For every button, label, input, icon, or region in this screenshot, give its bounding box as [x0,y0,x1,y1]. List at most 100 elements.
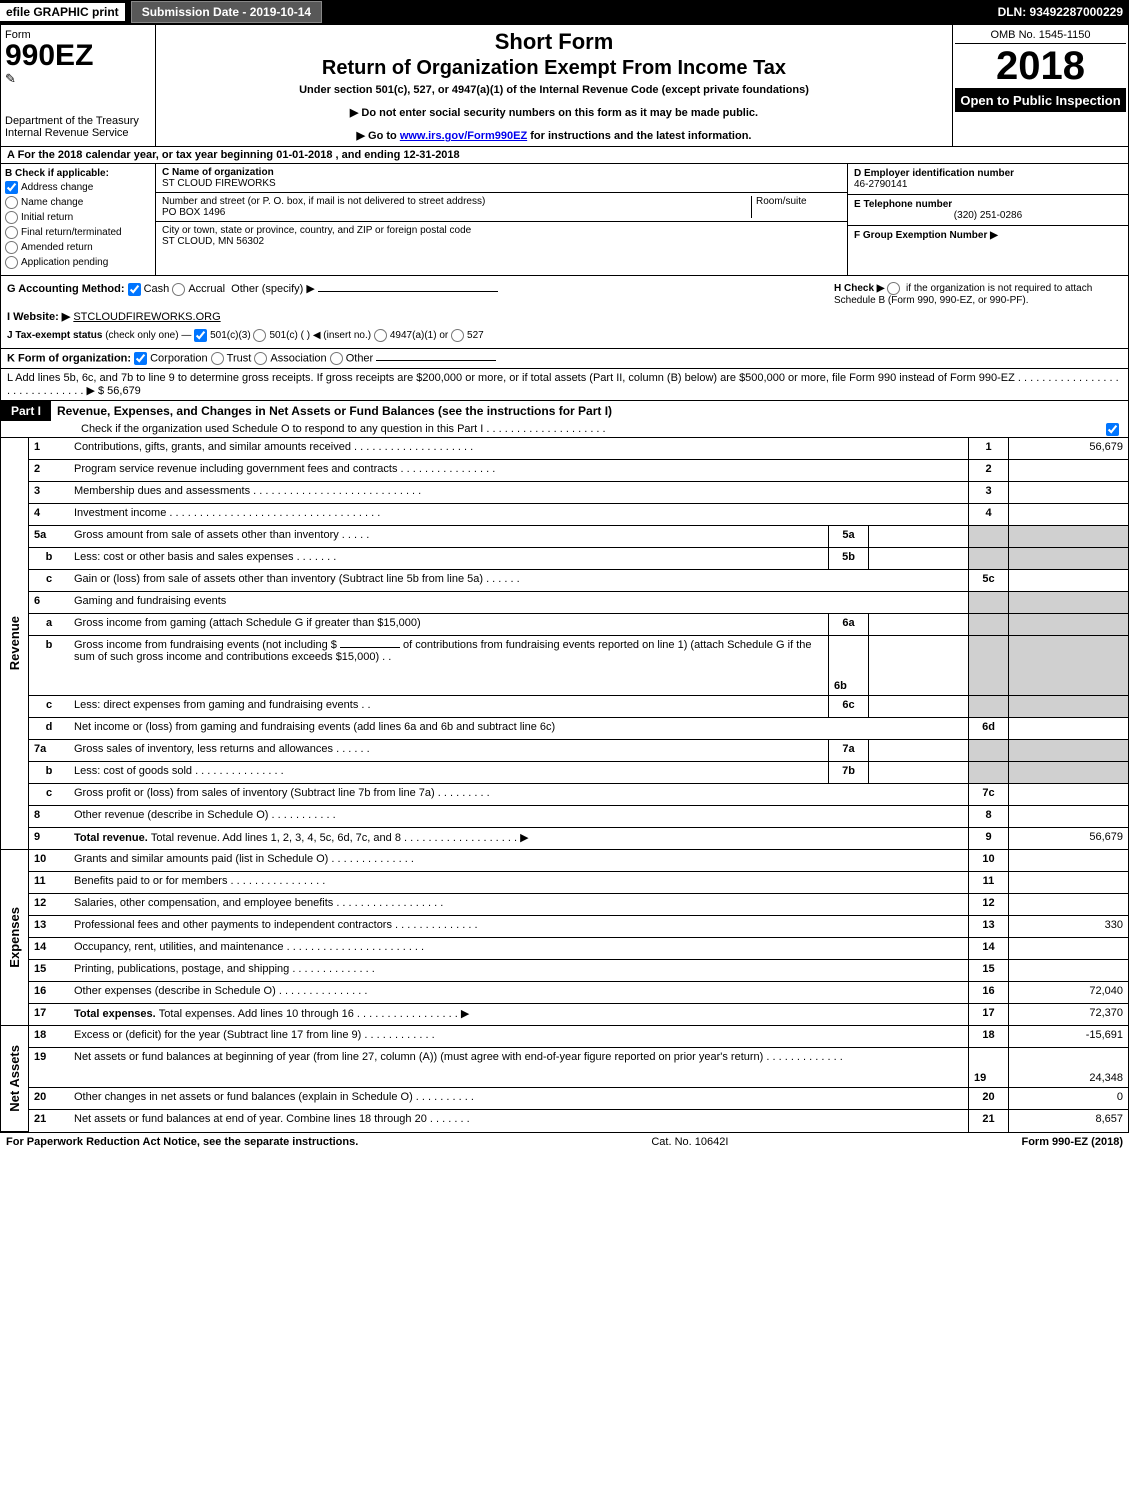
line-14-desc: Occupancy, rent, utilities, and maintena… [69,938,968,959]
line-2-val [1008,460,1128,481]
period-label: A For the 2018 calendar year, or tax yea… [7,149,276,161]
line-4-val [1008,504,1128,525]
side-net-assets: Net Assets [7,1045,22,1112]
line-21-desc: Net assets or fund balances at end of ye… [69,1110,968,1132]
cb-cash[interactable] [128,283,141,296]
cb-name-change[interactable] [5,196,18,209]
box-c: C Name of organization ST CLOUD FIREWORK… [156,164,848,275]
footer-left: For Paperwork Reduction Act Notice, see … [6,1136,358,1148]
cb-schedule-b[interactable] [887,282,900,295]
form-subtitle: Under section 501(c), 527, or 4947(a)(1)… [164,84,944,96]
tax-status-label: J Tax-exempt status [7,330,102,341]
line-7a-desc: Gross sales of inventory, less returns a… [69,740,828,761]
lbl-other-org: Other [346,352,374,364]
cb-initial-return[interactable] [5,211,18,224]
line-6c-sn: 6c [828,696,868,717]
form-header: Form 990EZ ✎ Department of the Treasury … [1,25,1128,147]
line-13-desc: Professional fees and other payments to … [69,916,968,937]
line-11-desc: Benefits paid to or for members . . . . … [69,872,968,893]
street-value: PO BOX 1496 [162,207,225,218]
cb-trust[interactable] [211,352,224,365]
line-7b-desc: Less: cost of goods sold . . . . . . . .… [69,762,828,783]
line-9-val: 56,679 [1008,828,1128,849]
goto-post: for instructions and the latest informat… [527,130,751,142]
city-label: City or town, state or province, country… [162,225,471,236]
line-20-desc: Other changes in net assets or fund bala… [69,1088,968,1109]
cb-501c3[interactable] [194,329,207,342]
line-6a-sv [868,614,968,635]
ssn-warning: ▶ Do not enter social security numbers o… [164,106,944,119]
lbl-amended: Amended return [21,242,93,253]
line-6c-desc: Less: direct expenses from gaming and fu… [69,696,828,717]
line-5c-val [1008,570,1128,591]
line-18-val: -15,691 [1008,1026,1128,1047]
line-1-val: 56,679 [1008,438,1128,459]
part-1-sub: Check if the organization used Schedule … [1,421,1128,438]
line-7c-desc: Gross profit or (loss) from sales of inv… [69,784,968,805]
line-19-desc: Net assets or fund balances at beginning… [69,1048,968,1087]
cb-4947[interactable] [374,329,387,342]
open-public: Open to Public Inspection [955,89,1126,112]
line-20-val: 0 [1008,1088,1128,1109]
lbl-name-change: Name change [21,197,83,208]
cb-final-return[interactable] [5,226,18,239]
line-16-desc: Other expenses (describe in Schedule O) … [69,982,968,1003]
dept-treasury: Department of the Treasury [5,115,151,127]
line-9-desc: Total revenue. Total revenue. Add lines … [69,828,968,849]
part-1-title: Revenue, Expenses, and Changes in Net As… [51,401,1128,421]
city-value: ST CLOUD, MN 56302 [162,236,264,247]
cb-address-change[interactable] [5,181,18,194]
expenses-block: Expenses 10Grants and similar amounts pa… [1,850,1128,1026]
line-7a-sn: 7a [828,740,868,761]
form-container: Form 990EZ ✎ Department of the Treasury … [0,24,1129,1133]
line-6b-sv [868,636,968,695]
line-5c-desc: Gain or (loss) from sale of assets other… [69,570,968,591]
tax-year: 2018 [955,44,1126,89]
header-right: OMB No. 1545-1150 2018 Open to Public In… [953,25,1128,146]
cb-assoc[interactable] [254,352,267,365]
cb-amended[interactable] [5,241,18,254]
other-method-line [318,291,498,292]
ein-label: D Employer identification number [854,168,1014,179]
submission-date-button[interactable]: Submission Date - 2019-10-14 [131,1,322,23]
cb-527[interactable] [451,329,464,342]
irs-label: Internal Revenue Service [5,127,151,139]
line-12-val [1008,894,1128,915]
cb-501c[interactable] [253,329,266,342]
header-center: Short Form Return of Organization Exempt… [156,25,953,146]
period-begin: 01-01-2018 [276,149,332,161]
box-l: L Add lines 5b, 6c, and 7b to line 9 to … [1,369,1128,401]
line-11-val [1008,872,1128,893]
cb-corp[interactable] [134,352,147,365]
org-name-value: ST CLOUD FIREWORKS [162,178,276,189]
line-10-val [1008,850,1128,871]
line-5a-sv [868,526,968,547]
box-l-text: L Add lines 5b, 6c, and 7b to line 9 to … [7,372,1119,397]
irs-link[interactable]: www.irs.gov/Form990EZ [400,130,527,142]
street-label: Number and street (or P. O. box, if mail… [162,196,485,207]
line-6b-sn: 6b [828,636,868,695]
line-14-val [1008,938,1128,959]
lbl-assoc: Association [270,352,326,364]
line-6a-desc: Gross income from gaming (attach Schedul… [69,614,828,635]
cb-pending[interactable] [5,256,18,269]
website-value[interactable]: STCLOUDFIREWORKS.ORG [73,311,220,323]
line-13-val: 330 [1008,916,1128,937]
side-expenses: Expenses [7,907,22,968]
cb-schedule-o[interactable] [1106,423,1119,436]
tax-status-txt: (check only one) — [105,330,191,341]
line-17-val: 72,370 [1008,1004,1128,1025]
right-info: D Employer identification number 46-2790… [848,164,1128,275]
cb-accrual[interactable] [172,283,185,296]
line-19-val: 24,348 [1008,1048,1128,1087]
line-16-val: 72,040 [1008,982,1128,1003]
cb-other-org[interactable] [330,352,343,365]
lbl-other-method: Other (specify) ▶ [231,283,315,295]
line-6b-d1: Gross income from fundraising events (no… [74,639,337,651]
line-3-desc: Membership dues and assessments . . . . … [69,482,968,503]
goto-pre: ▶ Go to [357,130,400,142]
lbl-corp: Corporation [150,352,207,364]
line-5a-desc: Gross amount from sale of assets other t… [69,526,828,547]
lbl-pending: Application pending [21,257,108,268]
form-org-label: K Form of organization: [7,352,131,364]
